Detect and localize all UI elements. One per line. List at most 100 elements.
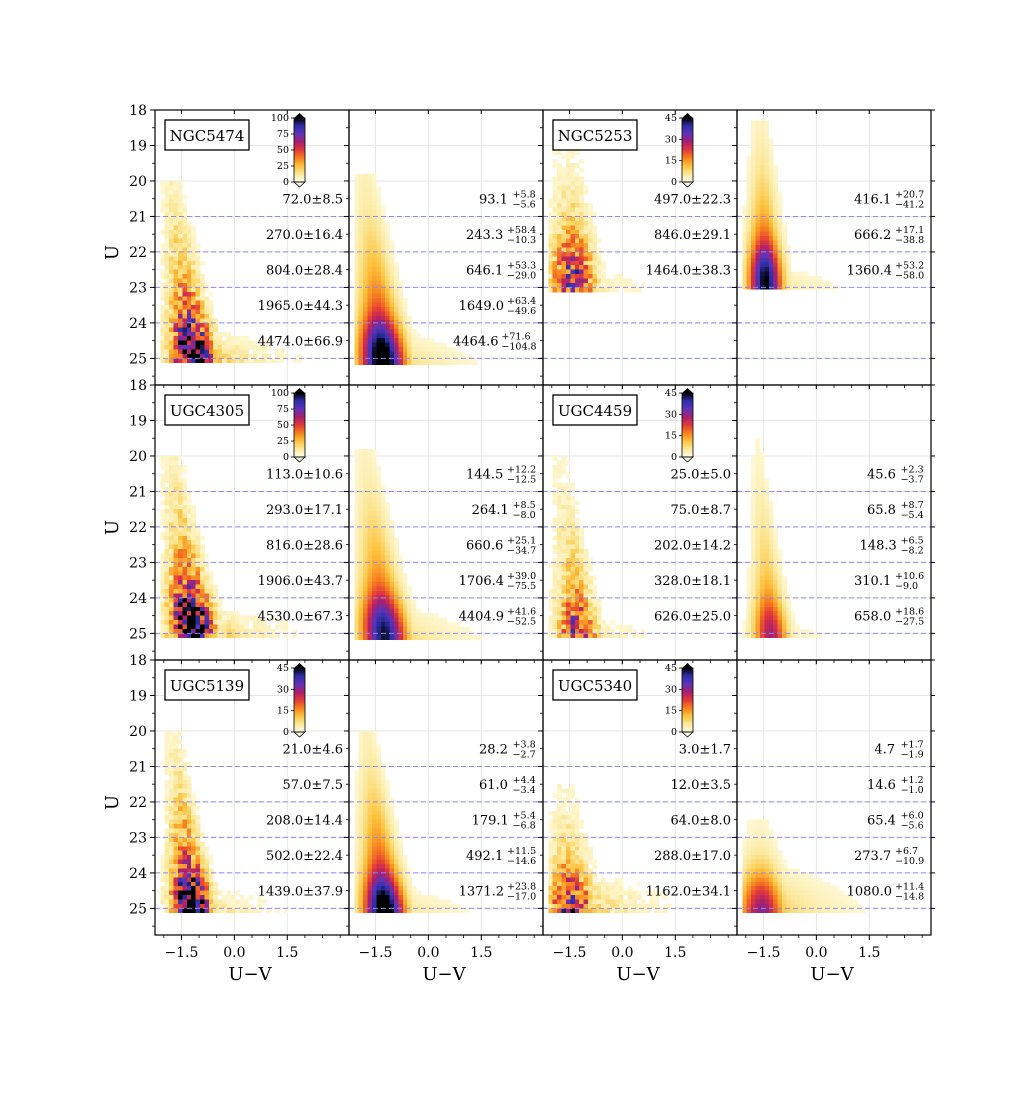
lower-error: −58.0 <box>895 271 924 282</box>
bin-count-label: 816.0±28.6 <box>266 539 343 554</box>
y-tick-label: 22 <box>129 245 147 261</box>
upper-error: +6.0 <box>901 811 924 822</box>
bin-count-label: 626.0±25.0 <box>654 610 731 625</box>
y-axis-label: U <box>102 245 123 260</box>
cmd-panel-ugc4459-model: 45.6 +2.3−3.7 65.8 +8.7−5.4 148.3 +6.5−8.2 310… <box>732 384 935 665</box>
lower-error: −10.3 <box>507 235 536 246</box>
bin-count-label: 12.0±3.5 <box>670 778 731 793</box>
lower-error: −3.7 <box>901 475 924 486</box>
x-tick-label: 1.5 <box>470 945 492 961</box>
colorbar-tick-label: 30 <box>277 684 289 695</box>
lower-error: −34.7 <box>507 546 536 557</box>
bin-count-label: 658.0 <box>854 610 891 625</box>
x-axis-label: U−V <box>422 964 466 985</box>
colorbar-tick-label: 100 <box>271 113 289 124</box>
galaxy-name-box <box>552 394 638 426</box>
bin-count-label: 293.0±17.1 <box>266 503 343 518</box>
bin-count-label: 288.0±17.0 <box>654 849 731 864</box>
bin-count-label: 646.1 <box>466 264 503 279</box>
hess-density <box>354 448 483 640</box>
colorbar-tick-label: 15 <box>665 431 677 442</box>
galaxy-name-box <box>552 669 638 701</box>
colorbar-tick-label: 45 <box>665 113 677 124</box>
bin-count-label: 1965.0±44.3 <box>258 299 343 314</box>
galaxy-name: UGC5139 <box>170 677 244 695</box>
bin-count-label: 416.1 <box>854 193 891 208</box>
hess-density <box>160 730 289 914</box>
magnitude-guide-lines <box>543 490 737 634</box>
y-tick-label: 25 <box>129 901 147 917</box>
cmd-panel-ugc4305-observed: 113.0±10.6 293.0±17.1 816.0±28.6 1906.0±43.… <box>102 378 353 665</box>
x-tick-label: 0.0 <box>223 945 245 961</box>
magnitude-guide-lines <box>349 765 543 909</box>
bin-count-label: 57.0±7.5 <box>282 778 343 793</box>
cmd-panel-ugc5139-model: 28.2 +3.8−2.7 61.0 +4.4−3.4 179.1 +5.4−6.8 492… <box>344 659 547 985</box>
bin-count-label: 144.5 <box>466 468 503 483</box>
y-tick-label: 20 <box>129 174 147 190</box>
colorbar-tick-label: 75 <box>277 129 289 140</box>
lower-error: −41.2 <box>895 200 924 211</box>
magnitude-guide-lines <box>737 215 931 359</box>
bin-count-label: 61.0 <box>479 778 508 793</box>
galaxy-name: UGC4459 <box>558 402 632 420</box>
colorbar-tick-label: 45 <box>277 663 289 674</box>
galaxy-name: UGC4305 <box>170 402 244 420</box>
bin-count-label: 202.0±14.2 <box>654 539 731 554</box>
y-tick-label: 23 <box>129 280 147 296</box>
galaxy-name-box <box>552 119 638 151</box>
hess-density <box>354 730 470 914</box>
y-tick-label: 19 <box>129 138 147 154</box>
upper-error: +5.4 <box>513 811 536 822</box>
lower-error: −27.5 <box>895 617 924 628</box>
cmd-panel-ugc5340-observed: 3.0±1.7 12.0±3.5 64.0±8.0 288.0±17.0 1162.0±… <box>538 659 741 985</box>
bin-count-label: 72.0±8.5 <box>282 193 343 208</box>
lower-error: −75.5 <box>507 581 536 592</box>
colorbar-tick-label: 0 <box>283 177 289 188</box>
cmd-panel-ugc4459-observed: 25.0±5.0 75.0±8.7 202.0±14.2 328.0±18.1 626.… <box>538 384 741 665</box>
y-tick-label: 18 <box>129 378 147 394</box>
colorbar-tick-label: 50 <box>277 145 289 156</box>
bin-count-label: 1649.0 <box>459 299 505 314</box>
bin-count-label: 660.6 <box>466 539 503 554</box>
bin-count-label: 4.7 <box>874 743 895 758</box>
upper-error: +18.6 <box>895 607 924 618</box>
y-tick-label: 19 <box>129 413 147 429</box>
upper-error: +4.4 <box>513 775 536 786</box>
bin-count-label: 310.1 <box>854 574 891 589</box>
upper-error: +25.1 <box>507 536 536 547</box>
hess-density <box>160 455 298 639</box>
y-tick-label: 24 <box>129 866 147 882</box>
hess-density <box>742 819 867 914</box>
x-tick-label: −1.5 <box>164 945 198 961</box>
x-tick-label: −1.5 <box>746 945 780 961</box>
bin-count-label: 502.0±22.4 <box>266 849 343 864</box>
colorbar-extend-top <box>682 663 693 668</box>
upper-error: +6.5 <box>901 536 924 547</box>
colorbar-extend-top <box>682 388 693 393</box>
lower-error: −1.9 <box>901 750 924 761</box>
cmd-panel-ngc5474-model: 93.1 +5.8−5.6 243.3 +58.4−10.3 646.1 +53.3−29… <box>344 109 547 390</box>
bin-count-label: 93.1 <box>479 193 508 208</box>
bin-count-label: 75.0±8.7 <box>670 503 731 518</box>
y-tick-label: 22 <box>129 795 147 811</box>
colorbar: 0 15 30 45 <box>277 663 307 738</box>
colorbar: 0 15 30 45 <box>665 388 695 463</box>
colorbar-tick-label: 75 <box>277 404 289 415</box>
x-tick-label: 1.5 <box>858 945 880 961</box>
bin-count-label: 208.0±14.4 <box>266 814 343 829</box>
galaxy-name: NGC5474 <box>170 127 245 145</box>
x-tick-label: 0.0 <box>611 945 633 961</box>
bin-count-label: 113.0±10.6 <box>266 468 343 483</box>
lower-error: −9.0 <box>895 581 918 592</box>
colorbar-tick-label: 25 <box>277 436 289 447</box>
y-tick-label: 20 <box>129 449 147 465</box>
colorbar-tick-label: 45 <box>665 663 677 674</box>
colorbar-tick-label: 25 <box>277 161 289 172</box>
y-tick-label: 18 <box>129 103 147 119</box>
upper-error: +8.5 <box>513 500 536 511</box>
colorbar-tick-label: 0 <box>283 452 289 463</box>
bin-count-label: 25.0±5.0 <box>670 468 731 483</box>
lower-error: −5.6 <box>513 200 536 211</box>
colorbar: 0 15 30 45 <box>665 663 695 738</box>
colorbar-tick-label: 45 <box>665 388 677 399</box>
